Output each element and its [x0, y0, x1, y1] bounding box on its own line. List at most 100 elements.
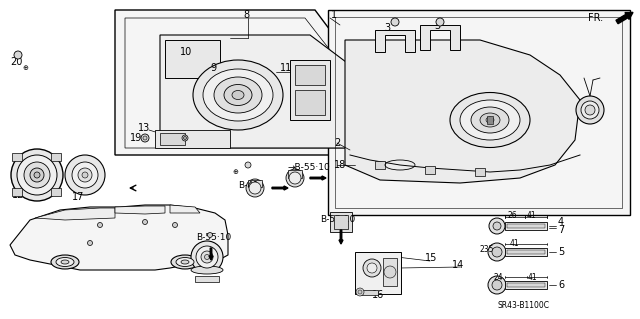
- Circle shape: [358, 290, 362, 294]
- Text: 4: 4: [558, 217, 564, 227]
- Polygon shape: [345, 40, 580, 183]
- Circle shape: [97, 222, 102, 227]
- Polygon shape: [115, 206, 165, 214]
- Circle shape: [143, 219, 147, 225]
- Bar: [195, 276, 219, 282]
- Text: 2: 2: [334, 138, 340, 148]
- Bar: [383, 258, 397, 286]
- Bar: [505, 248, 547, 256]
- Polygon shape: [35, 208, 115, 220]
- Text: 11: 11: [280, 63, 292, 73]
- Ellipse shape: [450, 93, 530, 147]
- Circle shape: [143, 136, 147, 140]
- Bar: [248, 180, 262, 187]
- Ellipse shape: [171, 255, 199, 269]
- Text: 1: 1: [331, 10, 337, 20]
- Ellipse shape: [471, 107, 509, 133]
- Circle shape: [488, 243, 506, 261]
- Text: 235: 235: [479, 244, 493, 254]
- Text: →B-55·10: →B-55·10: [287, 164, 330, 173]
- Text: 13: 13: [138, 123, 150, 133]
- Bar: [360, 290, 378, 295]
- Circle shape: [141, 134, 149, 142]
- Bar: [51, 153, 61, 161]
- Circle shape: [436, 18, 444, 26]
- Ellipse shape: [224, 85, 252, 106]
- Circle shape: [11, 149, 63, 201]
- FancyArrow shape: [616, 12, 633, 24]
- Circle shape: [367, 263, 377, 273]
- Circle shape: [249, 182, 261, 194]
- Circle shape: [245, 162, 251, 168]
- Bar: [290, 60, 330, 120]
- Bar: [487, 116, 493, 124]
- Circle shape: [363, 259, 381, 277]
- Circle shape: [82, 172, 88, 178]
- Bar: [334, 215, 348, 229]
- Ellipse shape: [176, 257, 194, 266]
- Circle shape: [72, 162, 98, 188]
- Circle shape: [286, 169, 304, 187]
- Text: 26: 26: [508, 211, 518, 219]
- Text: 16: 16: [372, 290, 384, 300]
- Circle shape: [576, 96, 604, 124]
- Circle shape: [384, 266, 396, 278]
- Circle shape: [34, 172, 40, 178]
- Text: 7: 7: [558, 225, 564, 235]
- Circle shape: [182, 135, 188, 141]
- Text: 17: 17: [72, 192, 84, 202]
- Polygon shape: [420, 25, 460, 50]
- Polygon shape: [10, 205, 228, 270]
- Text: 5: 5: [558, 247, 564, 257]
- Polygon shape: [170, 205, 200, 213]
- Bar: [475, 168, 485, 176]
- Bar: [12, 153, 22, 161]
- Text: 41: 41: [527, 211, 536, 219]
- Bar: [505, 281, 547, 289]
- Ellipse shape: [203, 69, 273, 121]
- FancyArrow shape: [339, 230, 343, 244]
- Circle shape: [184, 137, 186, 139]
- Circle shape: [30, 168, 44, 182]
- Bar: [507, 224, 545, 228]
- Circle shape: [88, 241, 93, 246]
- Ellipse shape: [232, 91, 244, 100]
- Circle shape: [191, 241, 223, 273]
- Text: 14: 14: [452, 260, 464, 270]
- Text: 6: 6: [558, 280, 564, 290]
- Text: 24: 24: [494, 272, 504, 281]
- Circle shape: [196, 246, 218, 268]
- FancyArrow shape: [209, 248, 213, 260]
- Circle shape: [489, 218, 505, 234]
- Text: 12: 12: [12, 190, 24, 200]
- Bar: [507, 283, 545, 287]
- Circle shape: [14, 51, 22, 59]
- Bar: [355, 252, 401, 294]
- Ellipse shape: [61, 260, 69, 264]
- Circle shape: [173, 222, 177, 227]
- Text: B-41: B-41: [238, 181, 259, 189]
- Polygon shape: [115, 10, 375, 155]
- FancyArrow shape: [272, 186, 288, 190]
- Circle shape: [205, 255, 209, 259]
- Text: SR43-B1100C: SR43-B1100C: [497, 300, 549, 309]
- Bar: [505, 222, 547, 230]
- Polygon shape: [155, 130, 230, 148]
- Text: FR.: FR.: [588, 13, 603, 23]
- Text: 20: 20: [10, 57, 22, 67]
- Bar: [165, 40, 220, 78]
- Circle shape: [391, 18, 399, 26]
- Bar: [160, 133, 185, 145]
- Text: 10: 10: [180, 47, 192, 57]
- Ellipse shape: [480, 113, 500, 127]
- Text: 18: 18: [334, 160, 346, 170]
- Circle shape: [289, 172, 301, 184]
- Bar: [375, 161, 385, 169]
- Bar: [425, 166, 435, 174]
- Ellipse shape: [193, 60, 283, 130]
- Bar: [288, 170, 302, 178]
- Polygon shape: [328, 10, 630, 215]
- Bar: [12, 188, 22, 196]
- Circle shape: [585, 105, 595, 115]
- Polygon shape: [160, 35, 370, 148]
